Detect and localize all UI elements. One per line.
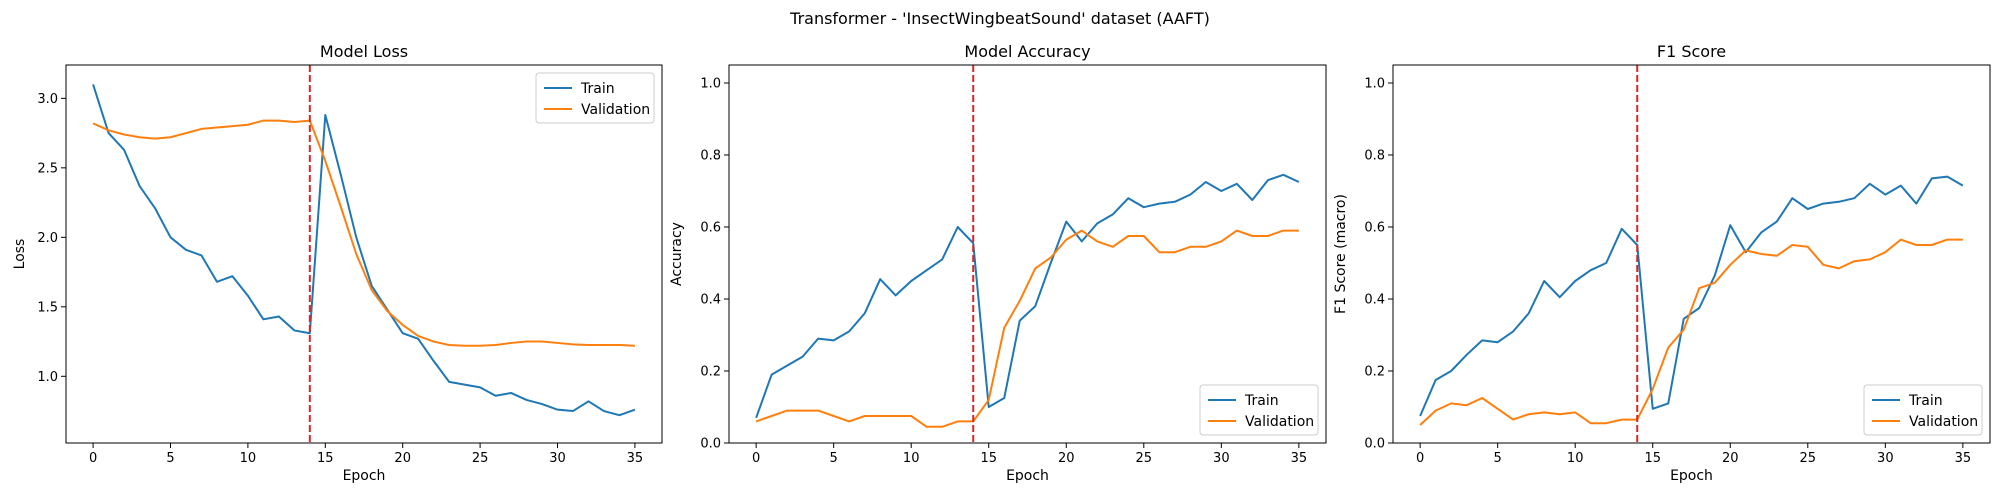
x-tick-label: 30 — [1213, 451, 1230, 466]
y-tick-label: 0.8 — [1364, 149, 1385, 164]
legend: Train Validation — [535, 72, 655, 124]
x-tick-label: 30 — [549, 451, 566, 466]
x-tick-label: 0 — [89, 451, 97, 466]
chart-panel-3: F1 Score 0 5 10 15 20 25 30 35 0.0 0.2 0.4 0.6 0.8 1.0… — [1333, 42, 1991, 484]
y-tick-label: 2.5 — [37, 161, 58, 176]
series-line-train — [755, 173, 1300, 419]
legend-label-train: Train — [1908, 393, 1943, 409]
figure-title: Transformer - 'InsectWingbeatSound' data… — [789, 9, 1210, 28]
x-tick-label: 20 — [394, 451, 411, 466]
x-tick-label: 15 — [980, 451, 997, 466]
legend: Train Validation — [1863, 384, 1983, 436]
legend-box — [1199, 384, 1319, 436]
axes-frame — [65, 64, 663, 444]
y-tick-label: 0.6 — [1364, 221, 1385, 236]
series-line-train — [92, 84, 636, 417]
panel-title: Model Loss — [320, 42, 408, 61]
legend-box — [535, 72, 655, 124]
x-tick-label: 15 — [1644, 451, 1661, 466]
x-tick-label: 35 — [1291, 451, 1308, 466]
x-axis-label: Epoch — [343, 468, 386, 484]
x-tick-label: 20 — [1058, 451, 1075, 466]
x-tick-label: 5 — [166, 451, 174, 466]
axes-frame — [1392, 64, 1991, 444]
x-axis-label: Epoch — [1006, 468, 1049, 484]
y-tick-label: 0.0 — [1364, 437, 1385, 452]
x-tick-label: 5 — [830, 451, 838, 466]
x-tick-label: 0 — [752, 451, 760, 466]
series-line-validation — [92, 119, 635, 347]
legend-label-validation: Validation — [581, 102, 650, 118]
x-tick-label: 25 — [1136, 451, 1153, 466]
y-tick-label: 0.6 — [700, 221, 721, 236]
series-line-validation — [1419, 238, 1963, 426]
x-tick-label: 30 — [1877, 451, 1894, 466]
y-tick-label: 0.4 — [1364, 293, 1385, 308]
legend-label-validation: Validation — [1909, 414, 1978, 430]
y-tick-label: 1.0 — [37, 370, 58, 385]
y-tick-label: 1.5 — [37, 300, 58, 315]
y-tick-label: 2.0 — [37, 231, 58, 246]
x-tick-label: 5 — [1494, 451, 1502, 466]
x-tick-label: 35 — [627, 451, 644, 466]
x-tick-label: 0 — [1416, 451, 1424, 466]
chart-panel-1: Model Loss 0 5 10 15 20 25 30 35 1.0 1.5 2.0 2.5 3.0 E… — [12, 42, 663, 484]
axes-frame — [728, 64, 1327, 444]
legend-label-train: Train — [580, 81, 615, 97]
series-line-validation — [755, 229, 1299, 428]
legend-label-validation: Validation — [1245, 414, 1314, 430]
series-line-train — [1419, 175, 1964, 417]
x-axis-label: Epoch — [1670, 468, 1713, 484]
y-tick-label: 1.0 — [700, 77, 721, 92]
legend: Train Validation — [1199, 384, 1319, 436]
x-tick-label: 25 — [472, 451, 489, 466]
x-tick-label: 10 — [240, 451, 257, 466]
panel-title: Model Accuracy — [964, 42, 1090, 61]
y-tick-label: 0.4 — [700, 293, 721, 308]
x-tick-label: 10 — [1567, 451, 1584, 466]
x-tick-label: 35 — [1955, 451, 1972, 466]
x-tick-label: 10 — [903, 451, 920, 466]
y-axis-label: F1 Score (macro) — [1333, 194, 1349, 314]
x-tick-label: 15 — [317, 451, 334, 466]
x-tick-label: 25 — [1800, 451, 1817, 466]
legend-box — [1863, 384, 1983, 436]
y-tick-label: 0.8 — [700, 149, 721, 164]
legend-label-train: Train — [1244, 393, 1279, 409]
y-tick-label: 0.2 — [1364, 365, 1385, 380]
x-tick-label: 20 — [1722, 451, 1739, 466]
y-tick-label: 0.2 — [700, 365, 721, 380]
y-tick-label: 3.0 — [37, 92, 58, 107]
chart-panel-2: Model Accuracy 0 5 10 15 20 25 30 35 0.0 0.2 0.4 0.6… — [669, 42, 1327, 484]
y-axis-label: Loss — [12, 239, 28, 270]
y-tick-label: 1.0 — [1364, 77, 1385, 92]
y-axis-label: Accuracy — [669, 222, 685, 286]
panel-title: F1 Score — [1657, 42, 1726, 61]
y-tick-label: 0.0 — [700, 437, 721, 452]
